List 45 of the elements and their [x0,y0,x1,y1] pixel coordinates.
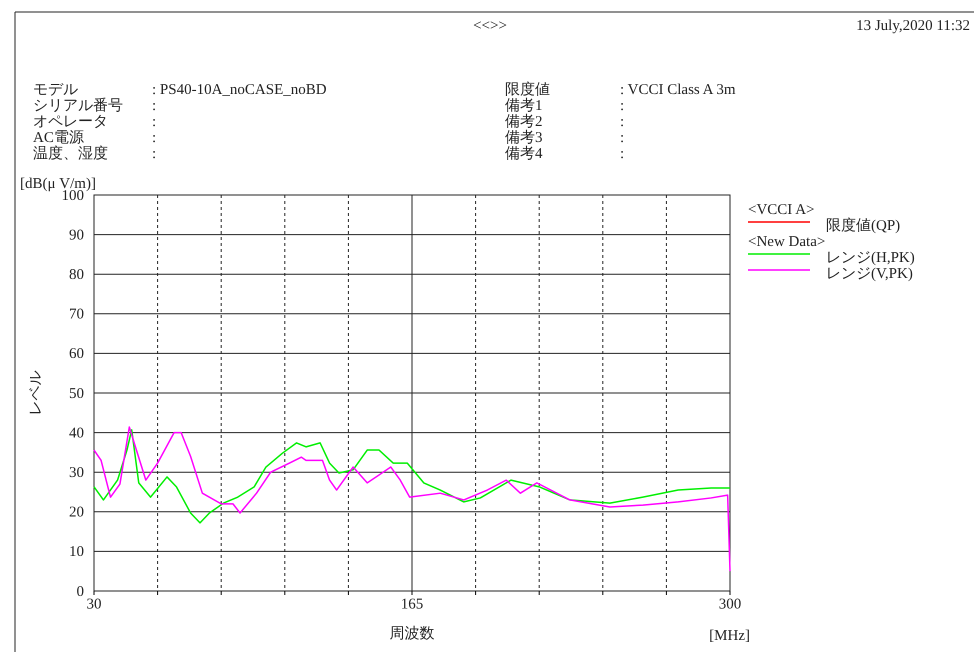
text: : [152,146,156,162]
text: 備考2 [505,113,542,130]
y-tick-label: 40 [69,425,84,442]
x-axis-title: 周波数 [390,625,434,642]
y-tick-label: 80 [69,267,84,283]
y-tick-label: 50 [69,386,84,402]
legend-label: レンジ(V,PK) [826,266,913,282]
legend-label: レンジ(H,PK) [826,250,915,266]
line-series [93,426,731,572]
text: モデル [33,82,78,98]
x-tick-label: 30 [86,596,102,613]
y-tick-label: 70 [69,306,84,323]
text: 限度値 [505,81,550,98]
y-tick-label: 30 [69,465,84,481]
text: : [620,114,624,130]
chart-title: <<>> [473,18,507,34]
y-tick-label: 20 [69,504,84,521]
text: 備考4 [505,145,543,162]
text: : [620,146,624,162]
y-axis-title: レベル [28,370,44,416]
text: : [152,130,156,146]
text: 温度、湿度 [33,145,108,162]
y-tick-label: 60 [69,346,84,362]
legend-label: 限度値(QP) [826,217,900,234]
text: : [620,98,624,114]
text: 備考1 [505,97,542,114]
text: : [152,114,156,130]
text: : PS40-10A_noCASE_noBD [152,82,327,98]
text: オペレータ [33,114,108,130]
y-tick-label: 0 [76,584,84,600]
text: <VCCI A> [748,202,815,218]
text: <New Data> [748,234,826,250]
text: 13 July,2020 11:32 [856,18,970,34]
text: AC電源 [33,129,84,146]
text: : [620,130,624,146]
text: [MHz] [709,628,750,644]
text: : VCCI Class A 3m [620,82,736,98]
y-tick-label: 90 [69,227,84,244]
text: : [152,98,156,114]
text: 備考3 [505,129,542,146]
line-series [93,429,731,524]
text: シリアル番号 [33,97,123,114]
x-tick-label: 165 [400,596,424,613]
y-tick-label: 10 [69,544,84,560]
x-tick-label: 300 [718,596,742,613]
